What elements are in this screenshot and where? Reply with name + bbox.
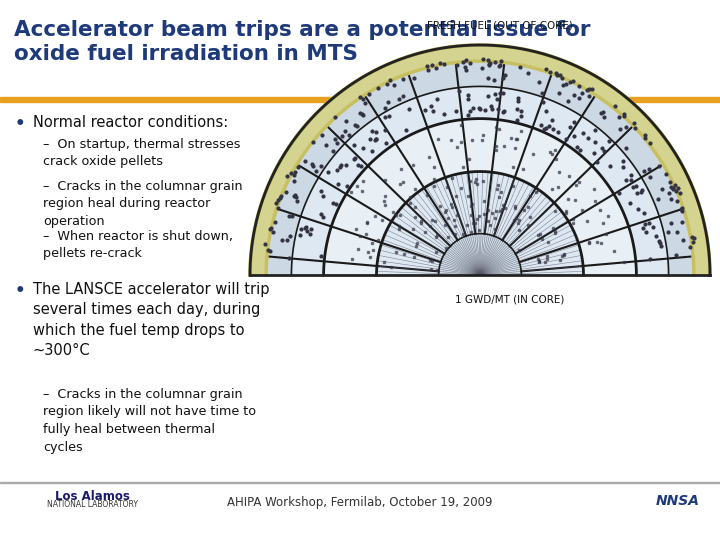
Polygon shape xyxy=(377,172,583,275)
Text: 1 GWD/MT (IN CORE): 1 GWD/MT (IN CORE) xyxy=(455,295,564,305)
Text: –  Cracks in the columnar grain
region heal during reactor
operation: – Cracks in the columnar grain region he… xyxy=(43,180,243,228)
Text: oxide fuel irradiation in MTS: oxide fuel irradiation in MTS xyxy=(14,44,358,64)
Polygon shape xyxy=(250,45,710,275)
Text: –  When reactor is shut down,
pellets re-crack: – When reactor is shut down, pellets re-… xyxy=(43,230,233,260)
Text: •: • xyxy=(15,115,26,133)
Polygon shape xyxy=(292,86,669,275)
Bar xyxy=(0,482,720,483)
Text: FRESH FUEL (OUT OF CORE): FRESH FUEL (OUT OF CORE) xyxy=(427,21,573,31)
Text: The LANSCE accelerator will trip
several times each day, during
which the fuel t: The LANSCE accelerator will trip several… xyxy=(33,282,269,358)
Text: Accelerator beam trips are a potential issue for: Accelerator beam trips are a potential i… xyxy=(14,20,590,40)
Polygon shape xyxy=(438,234,521,275)
Text: Los Alamos: Los Alamos xyxy=(55,490,130,503)
Text: Normal reactor conditions:: Normal reactor conditions: xyxy=(33,115,228,130)
Polygon shape xyxy=(266,61,694,275)
Text: NATIONAL LABORATORY: NATIONAL LABORATORY xyxy=(47,500,138,509)
Text: NNSA: NNSA xyxy=(656,494,700,508)
Text: –  Cracks in the columnar grain
region likely will not have time to
fully heal b: – Cracks in the columnar grain region li… xyxy=(43,388,256,454)
Bar xyxy=(0,97,720,102)
Text: •: • xyxy=(15,282,26,300)
Text: AHIPA Workshop, Fermilab, October 19, 2009: AHIPA Workshop, Fermilab, October 19, 20… xyxy=(228,496,492,509)
Text: –  On startup, thermal stresses
crack oxide pellets: – On startup, thermal stresses crack oxi… xyxy=(43,138,240,168)
Polygon shape xyxy=(323,119,636,275)
